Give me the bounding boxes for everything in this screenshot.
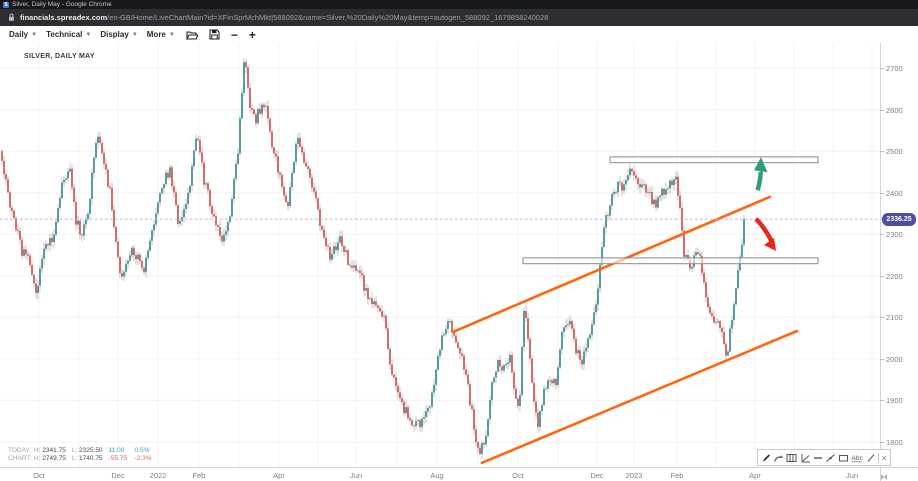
stats-row-chart: CHART: H: 2749.75 L: 1740.75 -55.75 -2.3… [8,455,155,463]
price-tick-label: 2100 [886,313,903,323]
chart-toolbar: Daily ▼ Technical ▼ Display ▼ More ▼ − + [0,26,918,44]
price-tick-label: 2000 [886,354,903,364]
axis-corner-resize-icon[interactable] [880,468,888,481]
window-title: Silver, Daily May - Google Chrome [12,1,112,8]
today-low: 2325.50 [79,447,103,454]
menu-display[interactable]: Display ▼ [100,30,138,39]
chart-symbol-title: SILVER, DAILY MAY [24,53,95,60]
today-high: 2341.75 [42,447,66,454]
menu-daily[interactable]: Daily ▼ [9,30,38,39]
chevron-down-icon: ▼ [168,31,175,38]
price-tick-label: 2500 [886,147,903,157]
browser-title-bar: S Silver, Daily May - Google Chrome [0,0,918,9]
pointer-pen-tool-icon[interactable] [761,453,771,463]
price-tick-mark [880,317,884,318]
time-tick-label: Feb [670,471,684,480]
resistance-zone-box[interactable] [609,156,819,164]
price-tick-mark [880,359,884,360]
chevron-down-icon: ▼ [31,31,38,38]
chart-low: 1740.75 [79,455,103,462]
text-tool-icon[interactable]: Abc [851,453,864,463]
price-tick-mark [880,400,884,401]
price-tick-mark [880,110,884,111]
menu-technical[interactable]: Technical ▼ [46,30,92,39]
horizontal-line-tool-icon[interactable] [813,453,823,463]
zoom-in-icon[interactable]: + [248,27,256,42]
time-tick-label: Feb [192,471,206,480]
price-tick-mark [880,193,884,194]
price-tick-label: 2300 [886,230,903,240]
site-favicon: S [3,1,9,8]
time-tick-label: Dec [111,471,125,480]
price-tick-mark [880,276,884,277]
rectangle-tool-icon[interactable] [838,453,849,463]
time-tick-label: Jun [349,471,363,480]
palette-separator [878,452,880,463]
trend-axes-tool-icon[interactable] [800,453,811,463]
lock-icon [9,13,14,21]
grid-tool-icon[interactable] [786,453,797,463]
trend-channel-line[interactable] [480,329,799,465]
price-tick-label: 2400 [886,188,903,198]
url-domain: financials.spreadex.com [20,13,108,22]
today-change: 11.00 [108,447,125,454]
time-tick-label: Oct [33,471,45,480]
up-arrow-annotation[interactable] [754,157,768,191]
address-bar[interactable]: financials.spreadex.com/en-GB/Home/LiveC… [0,9,918,26]
save-icon[interactable] [209,29,220,40]
chevron-down-icon: ▼ [131,31,138,38]
stats-row-today: TODAY: H: 2341.75 L: 2325.50 11.00 0.5% [8,447,155,455]
trend-channel-line[interactable] [451,195,772,334]
candlestick-series [1,58,745,460]
trendline-tool-icon[interactable] [825,453,836,463]
price-tick-mark [880,234,884,235]
drawing-tool-palette: Abc × [757,449,891,466]
chart-canvas[interactable] [0,43,918,481]
line-tool-icon[interactable] [866,453,876,463]
time-tick-label: 2022 [149,471,167,480]
open-chart-icon[interactable] [185,30,198,40]
price-tick-label: 1800 [886,438,903,447]
resistance-zone-box[interactable] [522,257,819,265]
price-tick-mark [880,151,884,152]
time-tick-label: 2023 [625,471,643,480]
chart-region: SILVER, DAILY MAY 2700 2600 2500 2400 2300 22… [0,43,918,481]
price-tick-label: 1900 [886,396,903,406]
zoom-out-icon[interactable]: − [230,27,238,42]
time-tick-label: Apr [749,471,761,480]
chart-change-pct: -2.3% [134,455,152,462]
freehand-curve-tool-icon[interactable] [773,453,784,463]
price-tick-label: 2700 [886,64,903,73]
time-tick-label: Jun [845,471,859,480]
time-tick-label: Oct [512,471,524,480]
chart-change: -55.75 [108,455,127,462]
time-axis-line [0,467,918,468]
today-change-pct: 0.5% [134,447,150,454]
time-tick-label: Apr [273,471,285,480]
price-axis-separator [880,43,881,481]
price-tick-label: 2600 [886,105,903,115]
price-tick-mark [880,68,884,69]
url-text: financials.spreadex.com/en-GB/Home/LiveC… [20,13,548,22]
time-tick-label: Dec [590,471,604,480]
chart-high: 2749.75 [42,455,66,462]
url-path: /en-GB/Home/LiveChartMain?id=XFinSprMchM… [107,13,549,22]
svg-text:Abc: Abc [852,455,864,462]
delete-drawing-icon[interactable]: × [881,452,887,463]
down-arrow-annotation[interactable] [754,217,776,251]
session-stats: TODAY: H: 2341.75 L: 2325.50 11.00 0.5% … [8,447,155,463]
time-tick-label: Aug [430,471,444,480]
chevron-down-icon: ▼ [85,31,92,38]
price-tick-mark [880,442,884,443]
menu-more[interactable]: More ▼ [146,30,175,39]
price-tick-label: 2200 [886,271,903,281]
current-price-badge: 2336.25 [882,212,916,226]
